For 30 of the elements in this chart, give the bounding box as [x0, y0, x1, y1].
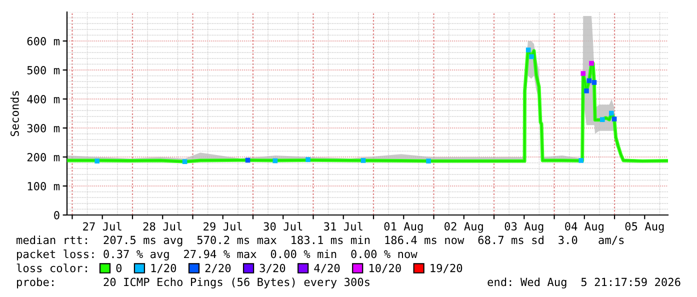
- legend-label: 10/20: [369, 264, 401, 274]
- text: probe: 20 ICMP Echo Pings (56 Bytes) every 300s: [17, 278, 370, 288]
- text: end: Wed Aug 5 21:17:59 2026: [488, 278, 680, 288]
- legend-label: 3/20: [260, 264, 286, 274]
- x-tick-label: 27 Jul: [83, 222, 122, 231]
- legend-label: 19/20: [430, 264, 462, 274]
- x-tick-label: 29 Jul: [204, 222, 242, 231]
- text: packet loss: 0.37 % avg 27.94 % max 0.00 % min 0.00 % now: [17, 250, 418, 260]
- x-tick-label: 04 Aug: [565, 222, 604, 233]
- y-tick-label: 300 m: [27, 124, 60, 132]
- x-tick-label: 28 Jul: [143, 222, 182, 231]
- legend-label: 2/20: [205, 264, 231, 274]
- x-tick-label: 31 Jul: [324, 222, 362, 231]
- y-tick-label: 200 m: [27, 153, 60, 162]
- legend-title: loss color:: [16, 264, 87, 272]
- x-tick-label: 05 Aug: [625, 222, 664, 233]
- legend-label: 1/20: [151, 264, 176, 274]
- y-tick-label: 400 m: [27, 95, 60, 104]
- legend-label: 0: [116, 264, 122, 272]
- x-tick-label: 30 Jul: [264, 222, 302, 231]
- y-tick-label: 500 m: [27, 66, 60, 74]
- x-tick-label: 03 Aug: [504, 222, 544, 233]
- y-tick-label: 600 m: [27, 37, 60, 46]
- y-tick-label: 100 m: [28, 182, 60, 190]
- legend-label: 4/20: [314, 264, 340, 274]
- x-tick-label: 02 Aug: [444, 222, 483, 233]
- x-tick-label: 01 Aug: [384, 222, 423, 233]
- y-axis-title: Seconds: [10, 91, 19, 136]
- text: median rtt: 207.5 ms avg 570.2 ms max 183.1 ms min 186.4 ms now 68.7 ms sd 3.0 am/s: [16, 236, 624, 246]
- y-tick-label: 0: [54, 211, 60, 220]
